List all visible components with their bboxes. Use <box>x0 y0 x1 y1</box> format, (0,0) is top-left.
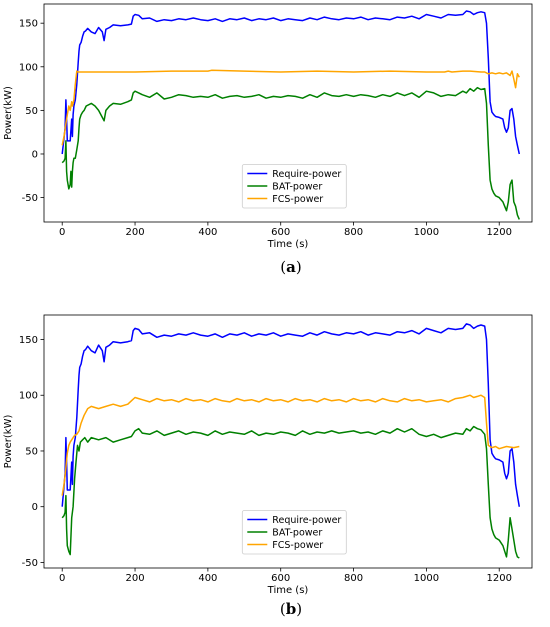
x-tick-label: 1200 <box>486 573 511 584</box>
y-axis-label: Power(kW) <box>3 86 14 140</box>
x-axis-label: Time (s) <box>267 239 309 250</box>
legend-label: FCS-power <box>272 540 323 551</box>
series-line-bat-power <box>61 425 520 559</box>
x-tick-label: 800 <box>344 227 363 238</box>
y-tick-label: -50 <box>22 558 38 569</box>
y-tick-label: 0 <box>32 502 38 513</box>
x-tick-label: 200 <box>125 573 144 584</box>
legend-box <box>241 164 347 209</box>
y-tick-label: 150 <box>19 335 38 346</box>
x-tick-label: 0 <box>59 573 65 584</box>
series-line-require-power <box>61 323 521 507</box>
series-line-fcs-power <box>61 394 520 496</box>
legend-label: BAT-power <box>272 528 322 539</box>
legend-label: Require-power <box>272 515 341 526</box>
series-line-fcs-power <box>61 69 520 146</box>
x-tick-label: 200 <box>125 227 144 238</box>
panel-caption: (a) <box>280 258 301 276</box>
x-axis-label: Time (s) <box>267 585 309 596</box>
x-tick-label: 400 <box>198 573 217 584</box>
y-tick-label: 50 <box>25 446 38 457</box>
x-tick-label: 600 <box>271 573 290 584</box>
panel-caption: (b) <box>280 600 302 618</box>
y-tick-label: 100 <box>19 391 38 402</box>
chart-b: 0 200 400 600 800 1000 1200 -50 0 50 100 150 Time (s… <box>3 314 533 618</box>
series-line-require-power <box>61 10 521 155</box>
legend-label: BAT-power <box>272 182 322 193</box>
y-tick-label: 0 <box>32 149 38 160</box>
x-tick-label: 1000 <box>414 573 439 584</box>
x-tick-label: 0 <box>59 227 65 238</box>
legend-label: FCS-power <box>272 194 323 205</box>
x-tick-label: 1000 <box>414 227 439 238</box>
x-tick-label: 600 <box>271 227 290 238</box>
y-tick-label: -50 <box>22 193 38 204</box>
legend-box <box>241 510 347 555</box>
x-tick-label: 1200 <box>486 227 511 238</box>
plot-frame <box>43 3 533 223</box>
legend-label: Require-power <box>272 169 341 180</box>
y-tick-label: 150 <box>19 19 38 30</box>
y-axis-label: Power(kW) <box>3 415 14 469</box>
series-line-bat-power <box>61 86 520 220</box>
y-tick-label: 50 <box>25 106 38 117</box>
chart-a: 0 200 400 600 800 1000 1200 -50 0 50 100 150 Time (s… <box>3 3 533 276</box>
x-tick-label: 800 <box>344 573 363 584</box>
plot-frame <box>43 314 533 569</box>
x-tick-label: 400 <box>198 227 217 238</box>
y-tick-label: 100 <box>19 62 38 73</box>
